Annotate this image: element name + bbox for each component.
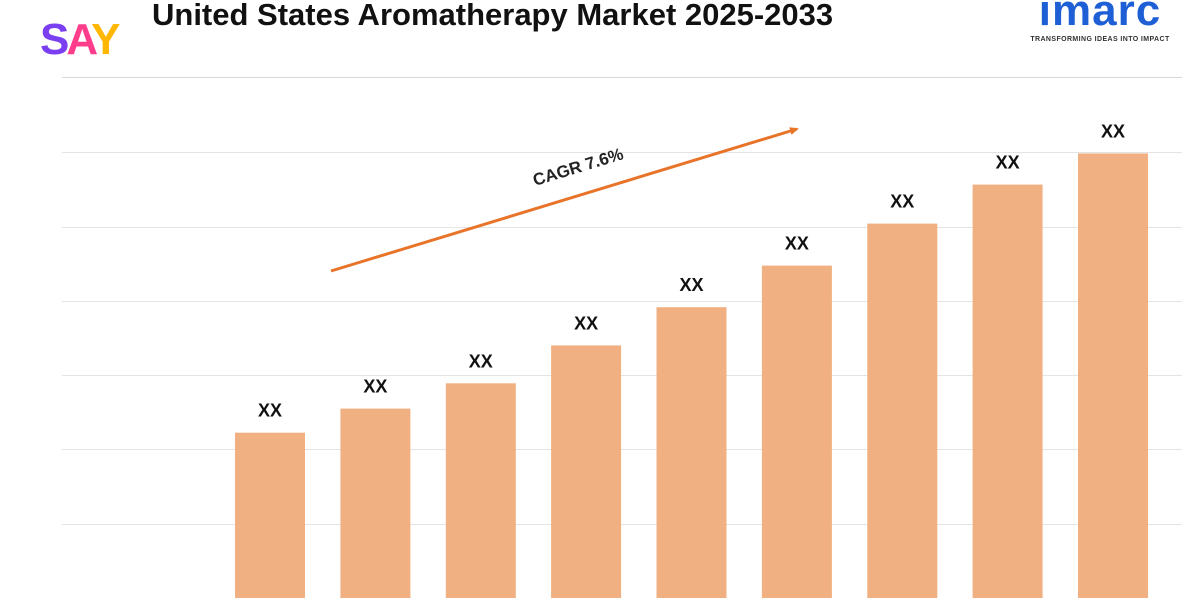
data-label-2026: XX [363,377,387,397]
header-divider [62,77,1182,78]
data-label-2025: XX [258,401,282,421]
imarc-logo: imarc TRANSFORMING IDEAS INTO IMPACT [1015,0,1185,43]
data-label-2027: XX [469,351,493,371]
bar-2025 [235,432,305,598]
bar-2032 [972,184,1043,598]
data-label-2031: XX [890,192,914,212]
data-label-2032: XX [996,153,1020,173]
cagr-label: CAGR 7.6% [531,144,626,190]
cagr-arrow [330,127,799,273]
data-label-2030: XX [785,234,809,254]
chart-title: United States Aromatherapy Market 2025-2… [152,0,834,32]
say-logo-letter: A [66,15,94,64]
bars [235,153,1148,598]
bar-2028 [551,345,622,598]
bar-2033 [1078,153,1148,598]
data-label-2033: XX [1101,121,1125,141]
data-label-2029: XX [679,275,703,295]
data-labels: XX XX XX XX XX XX XX XX XX [258,121,1125,420]
say-logo: SAY [40,8,121,72]
bar-2026 [340,408,411,598]
data-label-2028: XX [574,313,598,333]
say-logo-letter: S [40,15,69,64]
imarc-logo-mark: imarc [1038,0,1162,35]
say-logo-letter: Y [91,15,120,64]
bar-2027 [445,383,516,598]
bar-2029 [656,307,727,598]
imarc-logo-tagline: TRANSFORMING IDEAS INTO IMPACT [1030,36,1170,43]
bar-2031 [867,223,938,598]
bar-2030 [761,265,832,598]
cagr-annotation: CAGR 7.6% [330,127,799,273]
